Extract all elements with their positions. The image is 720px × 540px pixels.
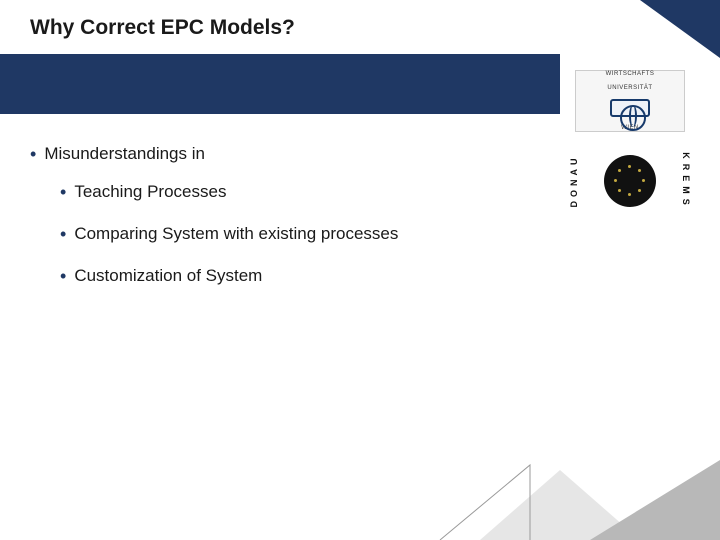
bullet-level1: • Misunderstandings in — [30, 144, 540, 164]
bullet-level2: • Teaching Processes — [60, 182, 540, 202]
globe-icon — [610, 99, 650, 117]
donau-left-text: DONAU — [569, 155, 579, 208]
bullet-level2-text: Comparing System with existing processes — [74, 224, 398, 244]
donau-right-text: KREMS — [681, 152, 691, 210]
bullet-level2: • Customization of System — [60, 266, 540, 286]
bullet-level1-text: Misunderstandings in — [44, 144, 205, 164]
donau-circle-icon — [604, 155, 656, 207]
bullet-level2-text: Customization of System — [74, 266, 262, 286]
content-area: • Misunderstandings in • Teaching Proces… — [30, 144, 540, 308]
wu-logo-mid-text: UNIVERSITÄT — [607, 85, 652, 91]
title-area: Why Correct EPC Models? — [30, 16, 530, 56]
wu-logo: WIRTSCHAFTS UNIVERSITÄT WIEN — [575, 70, 685, 132]
bottom-decoration — [380, 460, 720, 540]
slide: Why Correct EPC Models? WIRTSCHAFTS UNIV… — [0, 0, 720, 540]
donau-logo: DONAU KREMS — [575, 150, 685, 212]
logo-column: WIRTSCHAFTS UNIVERSITÄT WIEN DONAU KREM — [570, 70, 690, 212]
bullet-icon: • — [30, 144, 36, 164]
donau-stars-icon — [614, 165, 646, 197]
corner-triangle-decoration — [640, 0, 720, 58]
bullet-icon: • — [60, 182, 66, 202]
bullet-icon: • — [60, 224, 66, 244]
wu-logo-top-text: WIRTSCHAFTS — [606, 71, 655, 77]
title-band — [0, 54, 560, 114]
bullet-icon: • — [60, 266, 66, 286]
bullet-level2-text: Teaching Processes — [74, 182, 226, 202]
slide-title: Why Correct EPC Models? — [30, 16, 530, 40]
bullet-level2: • Comparing System with existing process… — [60, 224, 540, 244]
